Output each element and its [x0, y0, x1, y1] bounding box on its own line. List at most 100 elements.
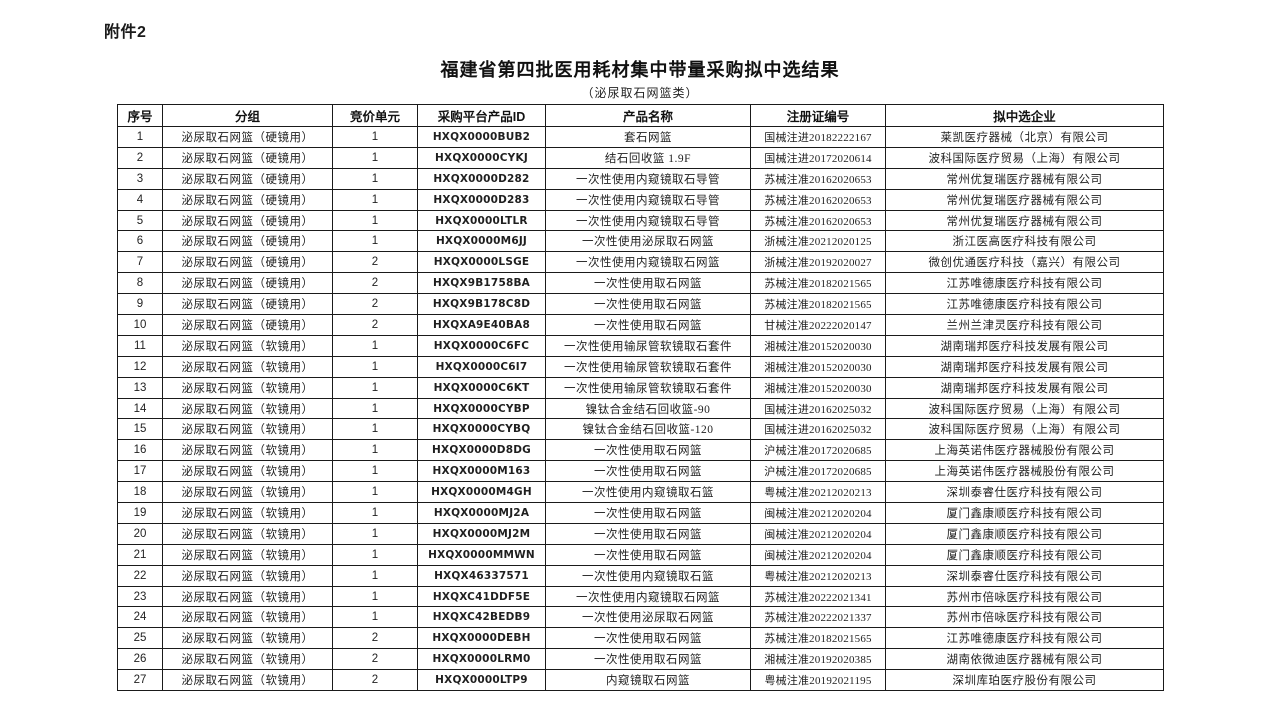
cell-registration-no: 国械注进20162025032	[750, 397, 886, 420]
cell-index: 23	[117, 585, 163, 608]
table-row: 2 泌尿取石网篮（硬镜用） 1 HXQX0000CYKJ 结石回收篮 1.9F 国械注进2…	[117, 146, 1164, 169]
table-row: 19 泌尿取石网篮（软镜用） 1 HXQX0000MJ2A 一次性使用取石网篮 闽械注准2…	[117, 502, 1164, 524]
cell-company: 微创优通医疗科技（嘉兴）有限公司	[885, 251, 1164, 274]
cell-group: 泌尿取石网篮（软镜用）	[162, 439, 333, 462]
cell-bidding-unit: 1	[332, 230, 418, 253]
cell-registration-no: 湘械注准20152020030	[750, 376, 886, 399]
cell-group: 泌尿取石网篮（软镜用）	[162, 376, 333, 399]
results-table: 序号 分组 竞价单元 采购平台产品ID 产品名称 注册证编号 拟中选企业 1 泌尿…	[117, 104, 1164, 692]
cell-index: 2	[117, 146, 163, 169]
cell-registration-no: 苏械注准20222021337	[750, 606, 886, 629]
cell-bidding-unit: 1	[332, 126, 418, 148]
cell-company: 深圳泰睿仕医疗科技有限公司	[885, 564, 1164, 587]
cell-bidding-unit: 1	[332, 167, 418, 190]
column-header-product-name: 产品名称	[545, 104, 751, 127]
table-row: 24 泌尿取石网篮（软镜用） 1 HXQXC42BEDB9 一次性使用泌尿取石网篮 苏械注…	[117, 606, 1164, 629]
table-row: 21 泌尿取石网篮（软镜用） 1 HXQX0000MMWN 一次性使用取石网篮 闽械注准2…	[117, 543, 1164, 566]
cell-index: 14	[117, 397, 163, 420]
cell-bidding-unit: 1	[332, 522, 418, 545]
cell-company: 浙江医高医疗科技有限公司	[885, 230, 1164, 253]
table-row: 12 泌尿取石网篮（软镜用） 1 HXQX0000C6I7 一次性使用输尿管软镜取石套件…	[117, 355, 1164, 378]
cell-group: 泌尿取石网篮（软镜用）	[162, 418, 333, 441]
cell-product-id: HXQX0000M163	[417, 460, 546, 483]
cell-company: 苏州市倍咏医疗科技有限公司	[885, 585, 1164, 608]
cell-registration-no: 苏械注准20182021565	[750, 627, 886, 650]
cell-product-name: 一次性使用内窥镜取石篮	[545, 564, 751, 587]
cell-registration-no: 沪械注准20172020685	[750, 439, 886, 462]
cell-index: 16	[117, 439, 163, 462]
cell-group: 泌尿取石网篮（硬镜用）	[162, 126, 333, 148]
cell-product-id: HXQX0000D282	[417, 167, 546, 190]
cell-index: 17	[117, 460, 163, 483]
cell-bidding-unit: 2	[332, 627, 418, 650]
cell-product-name: 一次性使用取石网篮	[545, 272, 751, 295]
cell-index: 5	[117, 209, 163, 232]
cell-product-name: 一次性使用内窥镜取石网篮	[545, 585, 751, 608]
cell-registration-no: 国械注进20182222167	[750, 126, 886, 148]
cell-group: 泌尿取石网篮（软镜用）	[162, 397, 333, 420]
cell-bidding-unit: 2	[332, 669, 418, 692]
cell-product-id: HXQX9B1758BA	[417, 272, 546, 295]
cell-product-id: HXQX0000D283	[417, 188, 546, 211]
cell-registration-no: 苏械注准20182021565	[750, 293, 886, 316]
cell-product-name: 一次性使用泌尿取石网篮	[545, 230, 751, 253]
cell-registration-no: 闽械注准20212020204	[750, 502, 886, 524]
table-row: 26 泌尿取石网篮（软镜用） 2 HXQX0000LRM0 一次性使用取石网篮 湘械注准2…	[117, 648, 1164, 671]
cell-product-id: HXQX0000CYBQ	[417, 418, 546, 441]
cell-registration-no: 苏械注准20162020653	[750, 188, 886, 211]
cell-product-id: HXQX46337571	[417, 564, 546, 587]
cell-group: 泌尿取石网篮（软镜用）	[162, 627, 333, 650]
cell-product-id: HXQX0000D8DG	[417, 439, 546, 462]
cell-company: 兰州兰津灵医疗科技有限公司	[885, 314, 1164, 336]
cell-registration-no: 湘械注准20192020385	[750, 648, 886, 671]
cell-group: 泌尿取石网篮（硬镜用）	[162, 167, 333, 190]
table-row: 17 泌尿取石网篮（软镜用） 1 HXQX0000M163 一次性使用取石网篮 沪械注准2…	[117, 460, 1164, 483]
cell-product-id: HXQX0000LTP9	[417, 669, 546, 692]
cell-index: 9	[117, 293, 163, 316]
cell-group: 泌尿取石网篮（硬镜用）	[162, 209, 333, 232]
cell-company: 莱凯医疗器械（北京）有限公司	[885, 126, 1164, 148]
cell-product-name: 一次性使用取石网篮	[545, 543, 751, 566]
cell-index: 3	[117, 167, 163, 190]
cell-registration-no: 苏械注准20222021341	[750, 585, 886, 608]
table-row: 25 泌尿取石网篮（软镜用） 2 HXQX0000DEBH 一次性使用取石网篮 苏械注准2…	[117, 627, 1164, 650]
cell-group: 泌尿取石网篮（硬镜用）	[162, 188, 333, 211]
cell-group: 泌尿取石网篮（软镜用）	[162, 564, 333, 587]
cell-company: 波科国际医疗贸易（上海）有限公司	[885, 397, 1164, 420]
cell-bidding-unit: 1	[332, 460, 418, 483]
cell-index: 26	[117, 648, 163, 671]
attachment-label: 附件2	[104, 24, 147, 41]
cell-product-id: HXQX0000BUB2	[417, 126, 546, 148]
cell-registration-no: 苏械注准20182021565	[750, 272, 886, 295]
cell-index: 1	[117, 126, 163, 148]
cell-product-name: 镍钛合金结石回收篮-90	[545, 397, 751, 420]
cell-bidding-unit: 1	[332, 418, 418, 441]
cell-index: 11	[117, 334, 163, 357]
cell-group: 泌尿取石网篮（软镜用）	[162, 669, 333, 692]
cell-bidding-unit: 2	[332, 314, 418, 336]
cell-index: 6	[117, 230, 163, 253]
cell-product-name: 一次性使用泌尿取石网篮	[545, 606, 751, 629]
table-row: 15 泌尿取石网篮（软镜用） 1 HXQX0000CYBQ 镍钛合金结石回收篮-120 国…	[117, 418, 1164, 441]
page-title: 福建省第四批医用耗材集中带量采购拟中选结果	[440, 60, 840, 80]
cell-index: 20	[117, 522, 163, 545]
cell-product-name: 镍钛合金结石回收篮-120	[545, 418, 751, 441]
cell-product-name: 一次性使用输尿管软镜取石套件	[545, 334, 751, 357]
cell-bidding-unit: 1	[332, 397, 418, 420]
cell-product-name: 一次性使用取石网篮	[545, 314, 751, 336]
cell-bidding-unit: 2	[332, 251, 418, 274]
table-row: 10 泌尿取石网篮（硬镜用） 2 HXQXA9E40BA8 一次性使用取石网篮 甘械注准2…	[117, 314, 1164, 336]
cell-company: 江苏唯德康医疗科技有限公司	[885, 272, 1164, 295]
cell-company: 江苏唯德康医疗科技有限公司	[885, 627, 1164, 650]
cell-group: 泌尿取石网篮（硬镜用）	[162, 293, 333, 316]
cell-company: 上海英诺伟医疗器械股份有限公司	[885, 439, 1164, 462]
cell-index: 24	[117, 606, 163, 629]
cell-product-name: 一次性使用内窥镜取石网篮	[545, 251, 751, 274]
cell-index: 4	[117, 188, 163, 211]
cell-product-name: 一次性使用内窥镜取石导管	[545, 188, 751, 211]
column-header-registration-no: 注册证编号	[750, 104, 886, 127]
results-table-container: 序号 分组 竞价单元 采购平台产品ID 产品名称 注册证编号 拟中选企业 1 泌尿…	[117, 104, 1164, 692]
cell-bidding-unit: 1	[332, 439, 418, 462]
cell-index: 18	[117, 481, 163, 504]
